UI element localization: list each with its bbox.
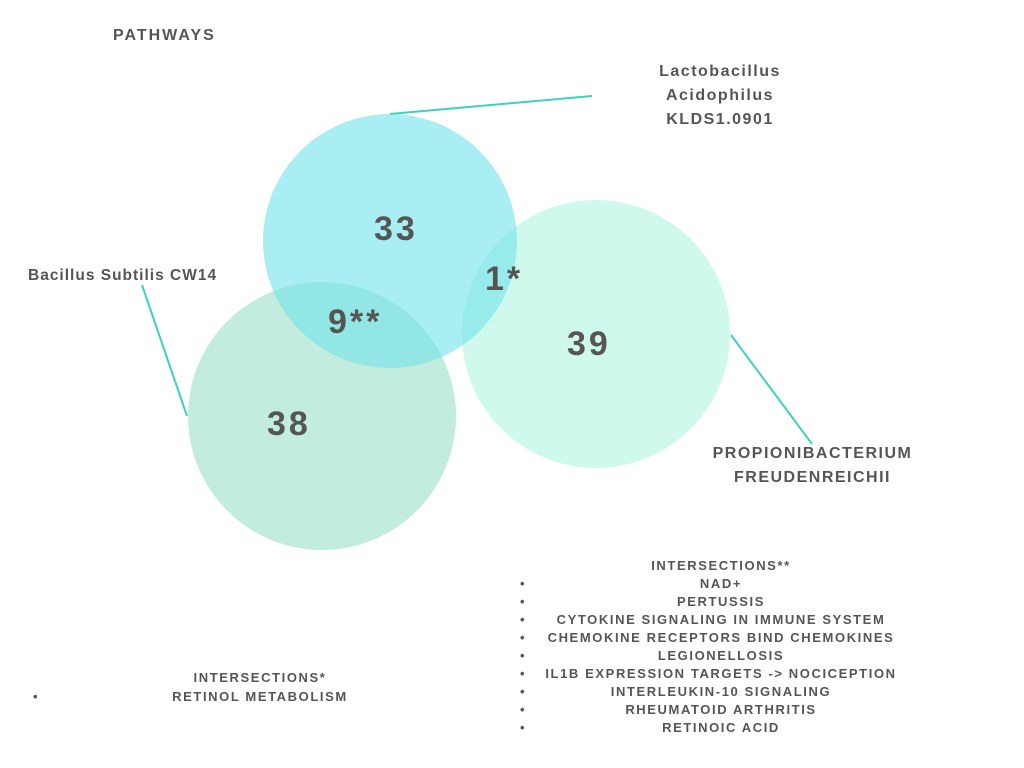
lacto-propioni-intersection-count: 1* xyxy=(485,260,524,298)
list-item: NAD+ xyxy=(520,575,902,593)
list-item: PERTUSSIS xyxy=(520,593,902,611)
diagram-title: PATHWAYS xyxy=(113,27,216,44)
lacto-circle xyxy=(263,114,517,368)
bacillus-connector-line xyxy=(141,284,188,417)
list-item: RHEUMATOID ARTHRITIS xyxy=(520,701,902,719)
single-intersection-heading: INTERSECTIONS* xyxy=(193,670,327,685)
lacto-bacillus-intersection-count: 9** xyxy=(328,303,383,341)
double-intersection-list: INTERSECTIONS** NAD+ PERTUSSIS CYTOKINE … xyxy=(520,557,902,737)
lacto-label-line: Acidophilus xyxy=(665,87,775,104)
list-item: RETINOIC ACID xyxy=(520,719,902,737)
propioni-label: PROPIONIBACTERIUM FREUDENREICHII xyxy=(690,442,935,490)
lacto-count: 33 xyxy=(374,210,418,248)
propioni-label-line: FREUDENREICHII xyxy=(733,469,891,486)
propioni-count: 39 xyxy=(567,325,611,363)
lacto-label: Lactobacillus Acidophilus KLDS1.0901 xyxy=(620,60,820,132)
bacillus-label: Bacillus Subtilis CW14 xyxy=(28,267,218,284)
propioni-connector-line xyxy=(730,334,813,445)
double-intersection-heading: INTERSECTIONS** xyxy=(651,558,791,573)
list-item: CYTOKINE SIGNALING IN IMMUNE SYSTEM xyxy=(520,611,902,629)
list-item: CHEMOKINE RECEPTORS BIND CHEMOKINES xyxy=(520,629,902,647)
single-intersection-list: INTERSECTIONS* RETINOL METABOLISM xyxy=(33,668,460,706)
list-item: INTERLEUKIN-10 SIGNALING xyxy=(520,683,902,701)
bacillus-count: 38 xyxy=(267,405,311,443)
list-item: LEGIONELLOSIS xyxy=(520,647,902,665)
list-item: IL1B EXPRESSION TARGETS -> NOCICEPTION xyxy=(520,665,902,683)
lacto-connector-line xyxy=(389,95,593,115)
lacto-label-line: KLDS1.0901 xyxy=(666,111,774,128)
lacto-label-line: Lactobacillus xyxy=(659,63,781,80)
propioni-circle xyxy=(462,200,730,468)
list-item: RETINOL METABOLISM xyxy=(33,687,460,706)
propioni-label-line: PROPIONIBACTERIUM xyxy=(712,445,913,462)
